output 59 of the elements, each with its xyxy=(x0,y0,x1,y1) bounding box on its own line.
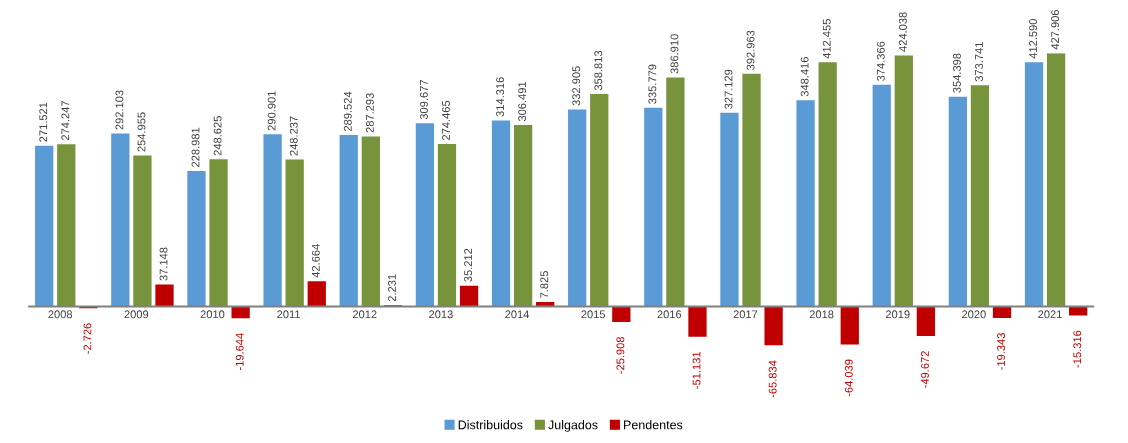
data-label: 254.955 xyxy=(137,112,146,152)
data-label: -19.343 xyxy=(997,333,1006,370)
data-label: 306.491 xyxy=(518,81,527,122)
data-label: 392.963 xyxy=(746,30,755,70)
data-label: 289.524 xyxy=(343,91,352,132)
data-label: 287.293 xyxy=(365,93,374,133)
data-label: 332.905 xyxy=(572,66,581,106)
x-tick-label: 2015 xyxy=(581,310,606,319)
data-label: -65.834 xyxy=(768,360,777,398)
x-tick-label: 2014 xyxy=(505,310,530,319)
data-label: 2.231 xyxy=(388,274,396,302)
data-label: -51.131 xyxy=(692,351,701,389)
data-label: 248.625 xyxy=(213,116,222,156)
data-label: -15.316 xyxy=(1073,330,1082,368)
data-label: -2.726 xyxy=(83,323,92,354)
x-tick-label: 2020 xyxy=(962,310,986,319)
data-label: 424.038 xyxy=(898,12,907,52)
data-label: 374.366 xyxy=(876,41,885,81)
data-label: 412.590 xyxy=(1029,18,1037,59)
x-tick-label: 2012 xyxy=(352,310,377,319)
data-label: 358.813 xyxy=(594,50,603,91)
x-tick-label: 2017 xyxy=(733,310,758,319)
data-label: 42.664 xyxy=(311,244,320,278)
x-tick-label: 2013 xyxy=(429,310,453,319)
x-tick-label: 2018 xyxy=(809,310,834,319)
data-label: 335.779 xyxy=(648,64,657,104)
data-label: 292.103 xyxy=(115,90,124,130)
data-label: 274.247 xyxy=(61,101,70,141)
data-label: -64.039 xyxy=(844,359,853,397)
data-label: -25.908 xyxy=(616,337,625,374)
x-tick-label: 2008 xyxy=(48,310,73,319)
data-label: -19.644 xyxy=(235,333,244,370)
data-label: 35.212 xyxy=(464,248,473,282)
data-label: 386.910 xyxy=(670,34,679,74)
data-label: 274.465 xyxy=(442,100,450,140)
data-label: 7.825 xyxy=(540,271,549,298)
x-tick-label: 2011 xyxy=(277,310,301,319)
data-label: 348.416 xyxy=(800,57,809,97)
data-label: 248.237 xyxy=(289,116,298,156)
data-label: 37.148 xyxy=(159,247,168,281)
x-tick-label: 2021 xyxy=(1038,310,1062,319)
x-tick-label: 2019 xyxy=(885,310,910,319)
x-tick-label: 2010 xyxy=(200,310,225,319)
data-label: 373.741 xyxy=(975,42,983,82)
data-label: 327.129 xyxy=(724,69,733,109)
x-tick-label: 2016 xyxy=(657,310,682,319)
data-label: 412.455 xyxy=(822,19,831,59)
data-label: 427.906 xyxy=(1051,9,1060,50)
data-label: 290.901 xyxy=(267,91,276,131)
data-label: 354.398 xyxy=(952,53,961,93)
data-label: -49.672 xyxy=(921,351,929,388)
data-label: 314.316 xyxy=(496,77,505,117)
legend-label: Pendentes xyxy=(624,420,683,430)
x-tick-label: 2009 xyxy=(124,310,149,319)
data-label: 309.677 xyxy=(420,80,428,120)
legend-label: Julgados xyxy=(548,420,598,432)
data-label: 271.521 xyxy=(39,102,48,142)
data-label: 228.981 xyxy=(191,127,200,167)
legend-label: Distribuidos xyxy=(458,420,523,430)
